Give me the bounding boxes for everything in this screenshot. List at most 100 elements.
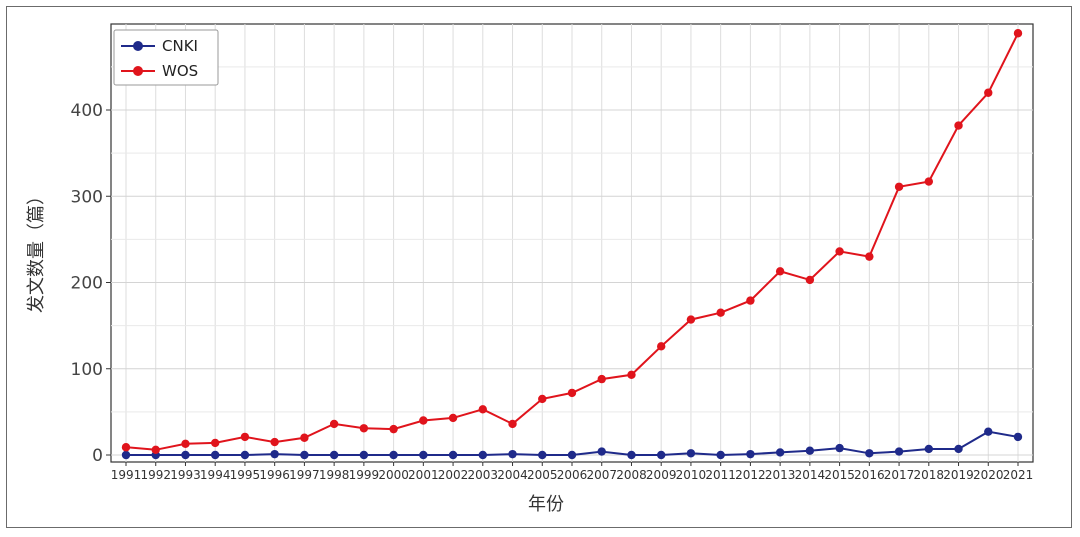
data-point-wos <box>181 439 190 448</box>
data-point-wos <box>508 419 517 429</box>
data-point-wos <box>984 88 993 97</box>
data-point-cnki <box>448 450 458 460</box>
legend-marker-wos <box>133 66 143 76</box>
x-tick-label: 2012 <box>735 468 766 482</box>
x-tick-label: 2011 <box>705 468 736 482</box>
data-point-wos <box>448 413 458 423</box>
data-point-wos <box>121 443 131 452</box>
data-point-wos <box>627 370 636 379</box>
data-point-wos <box>211 438 220 448</box>
data-point-cnki <box>538 450 547 460</box>
series-cnki <box>121 427 1023 460</box>
data-point-cnki <box>389 450 398 460</box>
data-point-cnki <box>716 450 725 460</box>
data-point-wos <box>686 315 696 324</box>
x-tick-label: 2019 <box>943 468 974 482</box>
x-tick-label: 2009 <box>646 468 677 482</box>
data-point-cnki <box>329 450 339 460</box>
data-point-wos <box>478 405 487 414</box>
x-tick-label: 2004 <box>497 468 528 482</box>
data-point-cnki <box>657 450 666 460</box>
data-point-wos <box>657 342 666 351</box>
data-point-wos <box>894 182 904 191</box>
data-point-cnki <box>627 450 636 460</box>
data-point-wos <box>716 308 725 317</box>
data-point-wos <box>151 445 160 455</box>
data-point-cnki <box>508 449 517 459</box>
y-tick-labels: 0 100 200 300 400 <box>71 101 111 466</box>
data-point-wos <box>835 247 844 256</box>
data-point-wos <box>329 419 339 429</box>
series-wos <box>121 29 1023 455</box>
data-point-cnki <box>567 450 577 460</box>
data-point-cnki <box>240 450 250 460</box>
data-point-cnki <box>865 449 874 458</box>
x-tick-label: 2001 <box>408 468 439 482</box>
x-tick-label: 1997 <box>289 468 320 482</box>
x-tick-label: 2014 <box>795 468 826 482</box>
y-tick-label: 0 <box>92 446 103 466</box>
grid-lines <box>111 24 1033 462</box>
data-point-wos <box>775 267 785 276</box>
data-point-wos <box>359 424 369 433</box>
x-tick-label: 2013 <box>765 468 796 482</box>
x-tick-label: 1994 <box>200 468 231 482</box>
data-point-wos <box>270 437 279 447</box>
data-point-cnki <box>419 450 428 460</box>
x-tick-label: 2005 <box>527 468 558 482</box>
x-tick-label: 1993 <box>170 468 201 482</box>
y-tick-label: 300 <box>71 187 103 207</box>
x-tick-label: 2021 <box>1003 468 1034 482</box>
legend-label-wos: WOS <box>162 62 198 80</box>
x-tick-label: 2017 <box>884 468 915 482</box>
legend-marker-cnki <box>133 41 143 51</box>
data-point-wos <box>954 121 963 130</box>
x-tick-label: 2018 <box>914 468 945 482</box>
data-point-cnki <box>686 449 696 458</box>
data-point-wos <box>924 177 933 186</box>
data-point-cnki <box>181 450 190 460</box>
data-point-cnki <box>984 427 993 436</box>
y-axis-title: 发文数量（篇） <box>26 187 47 313</box>
x-tick-label: 2008 <box>616 468 647 482</box>
data-point-wos <box>597 374 606 384</box>
x-tick-label: 2002 <box>438 468 469 482</box>
data-point-cnki <box>270 449 279 459</box>
data-point-cnki <box>805 446 815 455</box>
data-point-cnki <box>746 449 755 459</box>
x-tick-label: 2020 <box>973 468 1004 482</box>
x-tick-label: 2003 <box>468 468 499 482</box>
data-point-cnki <box>835 443 844 453</box>
y-tick-label: 400 <box>71 101 103 121</box>
data-point-wos <box>419 416 428 425</box>
data-point-cnki <box>300 450 309 460</box>
data-point-wos <box>389 424 398 434</box>
x-tick-label: 1995 <box>230 468 261 482</box>
data-point-cnki <box>597 447 606 456</box>
series-layer <box>121 29 1023 460</box>
x-tick-label: 2016 <box>854 468 885 482</box>
x-tick-label: 2006 <box>557 468 588 482</box>
data-point-cnki <box>211 450 220 460</box>
x-tick-labels: 1991 1992 1993 1994 1995 1996 1997 1998 1999 2000… <box>111 462 1034 482</box>
x-tick-label: 2000 <box>378 468 409 482</box>
x-tick-label: 1998 <box>319 468 350 482</box>
y-tick-label: 200 <box>71 274 103 294</box>
data-point-cnki <box>775 448 785 457</box>
data-point-wos <box>538 394 547 404</box>
x-axis-title: 年份 <box>528 494 564 515</box>
data-point-cnki <box>954 444 963 454</box>
data-point-wos <box>805 275 815 285</box>
data-point-cnki <box>1013 432 1023 442</box>
data-point-cnki <box>924 444 933 454</box>
data-point-cnki <box>121 450 131 460</box>
data-point-cnki <box>894 447 904 456</box>
data-point-wos <box>567 388 577 398</box>
data-point-cnki <box>478 450 487 460</box>
data-point-wos <box>865 252 874 261</box>
x-tick-label: 2007 <box>586 468 617 482</box>
data-point-wos <box>746 296 755 305</box>
data-point-wos <box>1013 29 1023 38</box>
legend-label-cnki: CNKI <box>162 37 198 55</box>
